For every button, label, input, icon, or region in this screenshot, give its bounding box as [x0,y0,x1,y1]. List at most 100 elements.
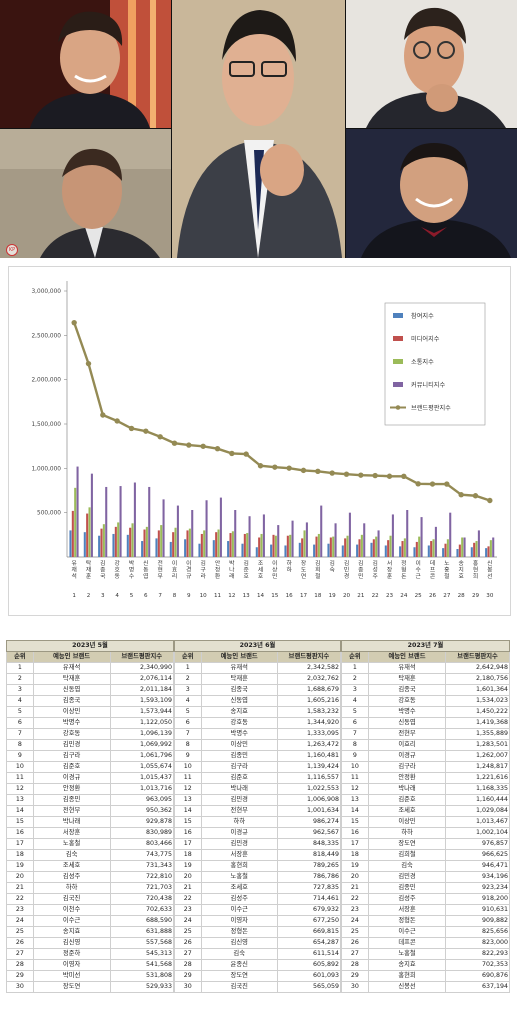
bar-커뮤니티지수 [434,526,437,557]
bar-소통지수 [317,533,320,557]
bar-소통지수 [74,487,77,557]
bar-소통지수 [174,527,177,557]
score-cell: 611,514 [276,948,342,960]
point-브랜드평판지수 [415,481,421,487]
rank-cell: 12 [341,783,369,795]
table-row: 9 이경규 1,262,007 [341,750,510,762]
name-cell: 김숙 [200,948,278,960]
bar-미디어지수 [473,542,476,557]
score-cell: 1,116,557 [276,772,342,784]
name-cell: 탁재훈 [32,673,111,685]
bar-소통지수 [303,530,306,557]
score-cell: 986,274 [276,816,342,828]
bar-참여지수 [69,530,72,557]
bar-미디어지수 [229,533,232,557]
score-cell: 690,876 [445,970,510,982]
rank-cell: 10 [6,761,34,773]
score-cell: 721,703 [109,882,175,894]
name-cell: 정준하 [32,948,111,960]
bar-커뮤니티지수 [148,486,151,557]
score-cell: 727,835 [276,882,342,894]
table-row: 14 전현무 950,362 [6,805,175,817]
table-row: 3 신동엽 2,011,184 [6,684,175,696]
bar-커뮤니티지수 [334,523,337,557]
bar-소통지수 [289,534,292,557]
name-cell: 박나래 [32,816,111,828]
rank-cell: 20 [341,871,369,883]
score-cell: 1,263,472 [276,739,342,751]
score-cell: 2,180,756 [445,673,510,685]
rank-cell: 9 [174,750,202,762]
point-브랜드평판지수 [300,467,307,474]
table-header: 브랜드평판지수 [276,651,342,663]
x-index-label: 30 [486,593,494,599]
table-header: 순위 [6,651,34,663]
table-row: 8 김민경 1,069,992 [6,739,175,751]
chart-panel: 3,000,000 2,500,000 2,000,000 1,500,000 1,00… [8,266,511,616]
table-row: 11 김준호 1,116,557 [174,772,342,784]
score-cell: 669,815 [276,926,342,938]
legend-label: 소통지수 [411,358,434,366]
bar-커뮤니티지수 [363,523,366,557]
x-index-label: 21 [357,593,365,599]
table-row: 28 송지효 702,353 [341,959,510,971]
name-cell: 박명수 [200,728,278,740]
bar-참여지수 [384,545,387,557]
score-cell: 720,438 [109,893,175,905]
score-cell: 1,248,817 [445,761,510,773]
point-브랜드평판지수 [214,445,221,452]
score-cell: 909,882 [445,915,510,927]
rank-cell: 12 [6,783,34,795]
bar-커뮤니티지수 [262,514,265,557]
score-cell: 1,096,139 [109,728,175,740]
table-header: 예능인 브랜드 [200,651,278,663]
table-row: 24 정형돈 909,882 [341,915,510,927]
bar-소통지수 [203,530,206,557]
legend-swatch-미디어지수 [393,336,403,341]
table-row: 30 신봉선 637,194 [341,981,510,993]
score-cell: 966,625 [445,849,510,861]
rank-cell: 21 [6,882,34,894]
name-cell: 이경규 [32,772,111,784]
bar-커뮤니티지수 [320,505,323,557]
name-cell: 김민경 [200,794,278,806]
rank-cell: 27 [174,948,202,960]
point-브랜드평판지수 [272,464,278,470]
score-cell: 1,583,232 [276,706,342,718]
bar-참여지수 [184,539,187,557]
bar-참여지수 [284,545,287,557]
bar-참여지수 [141,541,144,557]
bar-소통지수 [461,537,464,557]
score-cell: 1,221,616 [445,772,510,784]
score-cell: 601,093 [276,970,342,982]
table-row: 13 김민경 1,006,908 [174,794,342,806]
score-cell: 818,449 [276,849,342,861]
x-index-label: 26 [429,593,437,599]
score-cell: 1,593,109 [109,695,175,707]
score-cell: 934,196 [445,871,510,883]
x-index-label: 14 [257,593,265,599]
name-cell: 서장훈 [367,904,447,916]
name-cell: 이경규 [200,827,278,839]
table-row: 4 신동엽 1,605,216 [174,695,342,707]
legend-label: 커뮤니티지수 [411,381,445,389]
table-row: 8 이상민 1,263,472 [174,739,342,751]
bar-참여지수 [313,544,316,557]
table-row: 20 김성주 722,810 [6,871,175,883]
x-index-label: 13 [243,593,251,599]
bar-커뮤니티지수 [305,522,308,557]
rank-cell: 25 [174,926,202,938]
bar-미디어지수 [286,535,289,557]
bar-미디어지수 [200,533,203,557]
name-cell: 신봉선 [367,981,447,993]
table-row: 5 송지효 1,583,232 [174,706,342,718]
table-row: 15 박나래 929,878 [6,816,175,828]
rank-cell: 8 [6,739,34,751]
